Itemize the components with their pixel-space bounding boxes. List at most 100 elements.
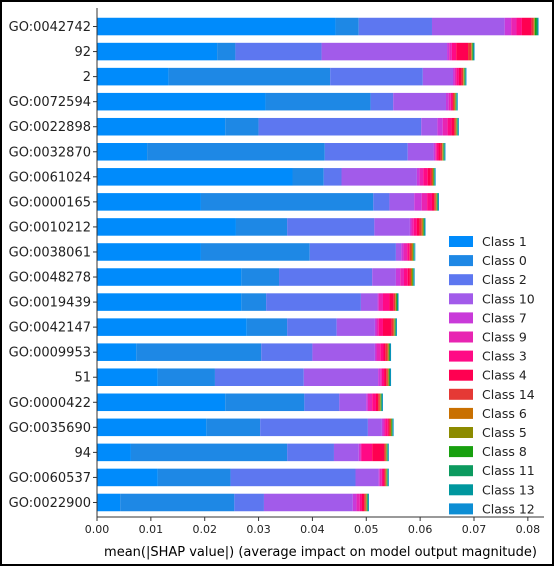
y-tick-label: 2 <box>83 70 91 85</box>
bar-segment-class-4 <box>372 444 384 462</box>
bar-segment-class-11 <box>444 143 445 161</box>
bar-segment-class-3 <box>427 193 432 211</box>
bar-segment-class-14 <box>364 494 366 512</box>
bar-segment-class-6 <box>380 394 381 412</box>
bar-segment-class-2 <box>310 243 396 261</box>
bar-segment-class-13 <box>538 18 539 36</box>
bar-segment-class-8 <box>381 394 382 412</box>
x-tick-label: 0.03 <box>246 523 271 536</box>
bar-segment-class-6 <box>433 168 434 186</box>
y-tick-label: GO:0042147 <box>9 321 91 336</box>
bar-segment-class-11 <box>437 193 438 211</box>
bar-segment-class-3 <box>451 93 453 111</box>
y-tick-label: GO:0022900 <box>9 496 91 511</box>
bar-segment-class-9 <box>380 469 382 487</box>
bar-segment-class-10 <box>337 318 375 336</box>
x-tick-label: 0.07 <box>462 523 487 536</box>
bar-segment-class-12 <box>396 318 397 336</box>
bar-segment-class-4 <box>384 368 386 386</box>
y-tick-labels: GO:0042742922GO:0072594GO:0022898GO:0032… <box>9 20 91 511</box>
bar-segment-class-4 <box>451 118 454 136</box>
legend-swatch-class-0 <box>449 255 473 266</box>
legend-swatch-class-9 <box>449 332 473 343</box>
bar-segment-class-10 <box>339 394 366 412</box>
bar-segment-class-13 <box>435 168 436 186</box>
bar-segment-class-12 <box>388 444 389 462</box>
bar-segment-class-7 <box>437 118 442 136</box>
bar-segment-class-10 <box>389 193 414 211</box>
bar-segment-class-10 <box>342 168 417 186</box>
bar-segment-class-10 <box>393 93 446 111</box>
bar-segment-class-5 <box>366 494 367 512</box>
bar-segment-class-1 <box>97 494 120 512</box>
bar-segment-class-4 <box>384 469 385 487</box>
legend-swatch-class-10 <box>449 293 473 304</box>
bar-segment-class-7 <box>410 218 412 236</box>
bar-segment-class-2 <box>266 293 361 311</box>
bar-segment-class-9 <box>384 419 386 437</box>
legend-swatch-class-3 <box>449 351 473 362</box>
bar-segment-class-12 <box>425 218 426 236</box>
bar-segment-class-11 <box>381 394 382 412</box>
bar-segment-class-10 <box>374 218 410 236</box>
bar-segment-class-6 <box>463 68 464 86</box>
bar-segment-class-10 <box>368 419 382 437</box>
bar-segment-class-8 <box>367 494 368 512</box>
bar-segment-class-11 <box>536 18 537 36</box>
bar-segment-class-14 <box>386 343 388 361</box>
legend-label: Class 3 <box>482 349 527 364</box>
bar-segment-class-8 <box>472 43 473 61</box>
bar-segment-class-7 <box>379 469 380 487</box>
bar-segment-class-1 <box>97 469 158 487</box>
bar-segment-class-0 <box>131 444 287 462</box>
bar-segment-class-12 <box>466 68 467 86</box>
legend-swatch-class-12 <box>449 503 473 514</box>
bar-segment-class-8 <box>535 18 537 36</box>
bar-segment-class-7 <box>414 193 422 211</box>
bar-segment-class-5 <box>412 268 413 286</box>
bar-segment-class-8 <box>389 343 390 361</box>
bar-segment-class-0 <box>158 469 231 487</box>
bar-segment-class-14 <box>420 218 422 236</box>
bar-segment-class-9 <box>377 318 379 336</box>
bar-segment-class-2 <box>215 368 304 386</box>
legend-swatch-class-6 <box>449 408 473 419</box>
bar-segment-class-5 <box>396 293 397 311</box>
bar-segment-class-5 <box>472 43 473 61</box>
bar-segment-class-4 <box>456 43 468 61</box>
y-tick-label: GO:0022898 <box>9 120 91 135</box>
bar-segment-class-0 <box>247 318 287 336</box>
bar-segment-class-13 <box>438 193 439 211</box>
bar-segment-class-5 <box>413 243 414 261</box>
bar-segment-class-11 <box>434 168 435 186</box>
bar-segment-class-1 <box>97 444 131 462</box>
bar-segment-class-11 <box>397 293 398 311</box>
y-tick-label: 51 <box>74 371 91 386</box>
bar-segment-class-12 <box>445 143 446 161</box>
bar-segment-class-4 <box>459 68 462 86</box>
bar-segment-class-6 <box>456 118 457 136</box>
bar-segment-class-12 <box>458 118 459 136</box>
legend-label: Class 11 <box>482 463 535 478</box>
legend-swatch-class-5 <box>449 427 473 438</box>
bar-segment-class-3 <box>380 343 383 361</box>
bar-segment-class-10 <box>421 118 437 136</box>
bar-segment-class-5 <box>464 68 465 86</box>
bar-segment-class-1 <box>97 343 136 361</box>
bar-segment-class-2 <box>287 218 374 236</box>
bar-segment-class-11 <box>456 93 457 111</box>
y-tick-label: GO:0072594 <box>9 95 91 110</box>
bar-segment-class-0 <box>236 218 287 236</box>
bar-segment-class-2 <box>260 419 368 437</box>
bar-segment-class-1 <box>97 143 147 161</box>
bar-segment-class-14 <box>385 469 386 487</box>
bar-segment-class-8 <box>423 218 424 236</box>
legend-swatch-class-2 <box>449 274 473 285</box>
legend-swatch-class-1 <box>449 236 473 247</box>
bar-segment-class-7 <box>417 168 420 186</box>
legend-swatch-class-13 <box>449 484 473 495</box>
bar-segment-class-10 <box>304 368 378 386</box>
bar-segment-class-5 <box>388 343 389 361</box>
bar-segment-class-1 <box>97 293 241 311</box>
